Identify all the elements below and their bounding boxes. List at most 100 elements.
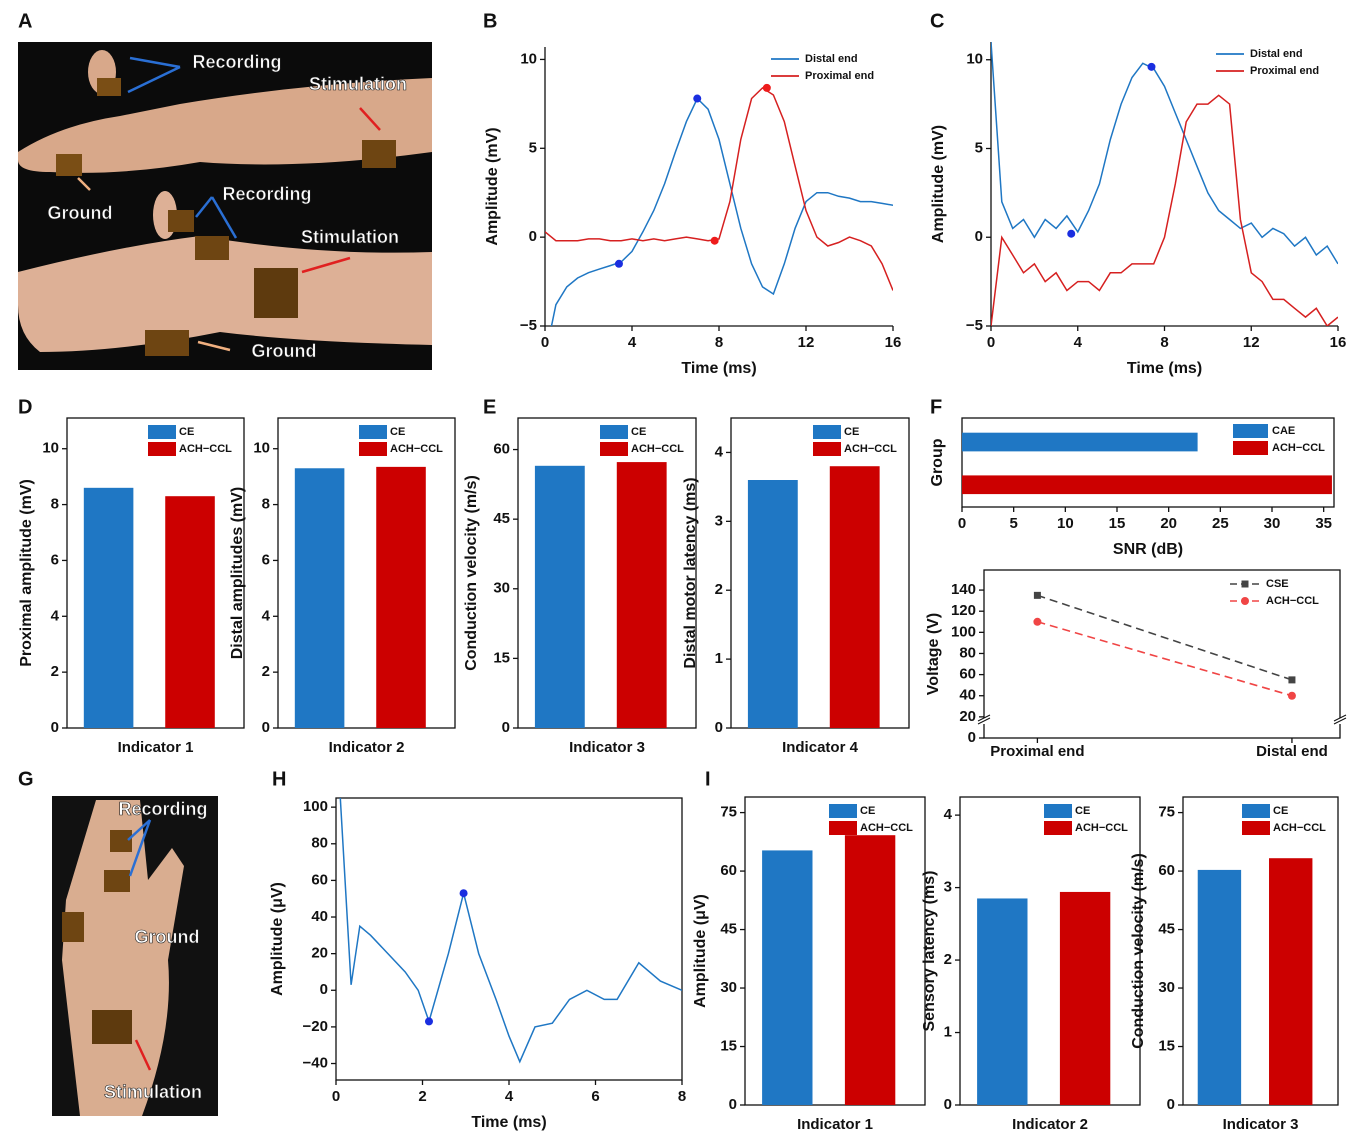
x-tick-label: 4 — [505, 1088, 514, 1105]
x-tick-label: 30 — [1264, 515, 1281, 532]
x-tick-label: 0 — [541, 334, 549, 351]
legend-label: ACH−CCL — [844, 443, 897, 455]
x-tick-label: 20 — [1160, 515, 1177, 532]
y-tick-label: 0 — [975, 228, 983, 245]
point — [1288, 676, 1295, 683]
photo-label: Stimulation — [301, 227, 399, 247]
panel-letter: D — [18, 396, 32, 418]
y-tick-label: 140 — [951, 581, 976, 598]
y-tick-label: 4 — [262, 607, 271, 624]
y-tick-label: 60 — [493, 441, 510, 458]
x-tick-label: Proximal end — [990, 743, 1084, 760]
x-tick-label: Indicator 1 — [797, 1116, 873, 1133]
y-axis-label: Sensory latency (ms) — [921, 871, 938, 1032]
y-axis-label: Distal motor latency (ms) — [682, 477, 699, 668]
y-tick-label: 45 — [720, 921, 737, 938]
x-tick-label: 8 — [1160, 334, 1168, 351]
legend-swatch — [1044, 804, 1072, 818]
y-tick-label: 0 — [51, 719, 59, 736]
legend-swatch — [1242, 804, 1270, 818]
y-tick-label: 60 — [959, 666, 976, 683]
legend-label: CAE — [1272, 425, 1295, 437]
legend-label: Distal end — [805, 53, 858, 65]
legend-marker — [1241, 597, 1249, 605]
legend-label: CE — [631, 426, 646, 438]
x-axis-label: Time (ms) — [471, 1114, 546, 1131]
y-tick-label: 10 — [42, 440, 59, 457]
y-axis-label: Proximal amplitude (mV) — [18, 479, 35, 667]
y-tick-label: 10 — [253, 440, 270, 457]
y-tick-label: 10 — [966, 51, 983, 68]
legend-label: ACH−CCL — [631, 443, 684, 455]
photo-label: Stimulation — [309, 74, 407, 94]
y-tick-label: 40 — [959, 687, 976, 704]
legend-label: CE — [844, 426, 859, 438]
photo-g — [52, 796, 218, 1116]
bar — [376, 467, 426, 728]
legend-label: ACH−CCL — [390, 443, 443, 455]
legend-label: ACH−CCL — [860, 822, 913, 834]
legend-label: CE — [179, 426, 194, 438]
series-line — [552, 99, 894, 327]
y-axis-label: Conduction velocity (m/s) — [1130, 853, 1147, 1049]
photo-label: Stimulation — [104, 1082, 202, 1102]
legend-swatch — [829, 821, 857, 835]
y-tick-label: 2 — [51, 663, 59, 680]
legend-swatch — [148, 442, 176, 456]
y-tick-label: 60 — [311, 871, 328, 888]
bar — [1269, 858, 1312, 1105]
point — [1034, 592, 1041, 599]
y-tick-label: 10 — [520, 50, 537, 67]
panel-letter: B — [483, 10, 497, 32]
legend-label: ACH−CCL — [1273, 822, 1326, 834]
photo-label: Ground — [48, 203, 113, 223]
legend-swatch — [600, 425, 628, 439]
series-line — [1037, 595, 1292, 680]
y-tick-label: 2 — [944, 951, 952, 968]
peak-marker — [693, 95, 701, 103]
x-tick-label: 0 — [958, 515, 966, 532]
y-tick-label: −5 — [966, 317, 983, 334]
y-tick-label: 2 — [262, 663, 270, 680]
peak-marker — [460, 889, 468, 897]
y-tick-label: 60 — [720, 862, 737, 879]
legend-label: CE — [860, 805, 875, 817]
bar — [1198, 870, 1241, 1105]
x-tick-label: Indicator 3 — [1223, 1116, 1299, 1133]
x-tick-label: 8 — [715, 334, 723, 351]
y-tick-label: 15 — [720, 1037, 737, 1054]
panel-letter: C — [930, 10, 944, 32]
panel-letter: H — [272, 768, 286, 790]
y-tick-label: 1 — [944, 1023, 952, 1040]
y-tick-label: 15 — [493, 649, 510, 666]
x-tick-label: 0 — [987, 334, 995, 351]
y-tick-label: 80 — [311, 835, 328, 852]
legend-label: Distal end — [1250, 48, 1303, 60]
y-tick-label: 0 — [502, 719, 510, 736]
y-tick-label: −20 — [303, 1018, 328, 1035]
x-tick-label: 2 — [418, 1088, 426, 1105]
y-tick-label: 0 — [715, 719, 723, 736]
panel-letter: A — [18, 10, 32, 32]
legend-marker — [1242, 581, 1249, 588]
x-tick-label: 4 — [1074, 334, 1083, 351]
bar — [84, 488, 134, 728]
y-tick-label: 6 — [262, 551, 270, 568]
bar — [830, 466, 880, 728]
y-tick-label: −40 — [303, 1054, 328, 1071]
x-axis-label: Time (ms) — [1127, 360, 1202, 377]
legend-swatch — [1233, 424, 1268, 438]
y-axis-label: Distal amplitudes (mV) — [229, 487, 246, 659]
y-tick-label: 2 — [715, 581, 723, 598]
x-tick-label: 25 — [1212, 515, 1229, 532]
y-tick-label: 30 — [493, 580, 510, 597]
bar — [165, 496, 215, 728]
bar — [535, 466, 585, 728]
y-tick-label: 30 — [1158, 979, 1175, 996]
y-tick-label: 8 — [51, 496, 59, 513]
bar — [762, 850, 812, 1105]
y-tick-label: 20 — [311, 945, 328, 962]
y-tick-label: 30 — [720, 979, 737, 996]
peak-marker — [425, 1017, 433, 1025]
y-axis-label: Amplitude (μV) — [692, 894, 709, 1008]
